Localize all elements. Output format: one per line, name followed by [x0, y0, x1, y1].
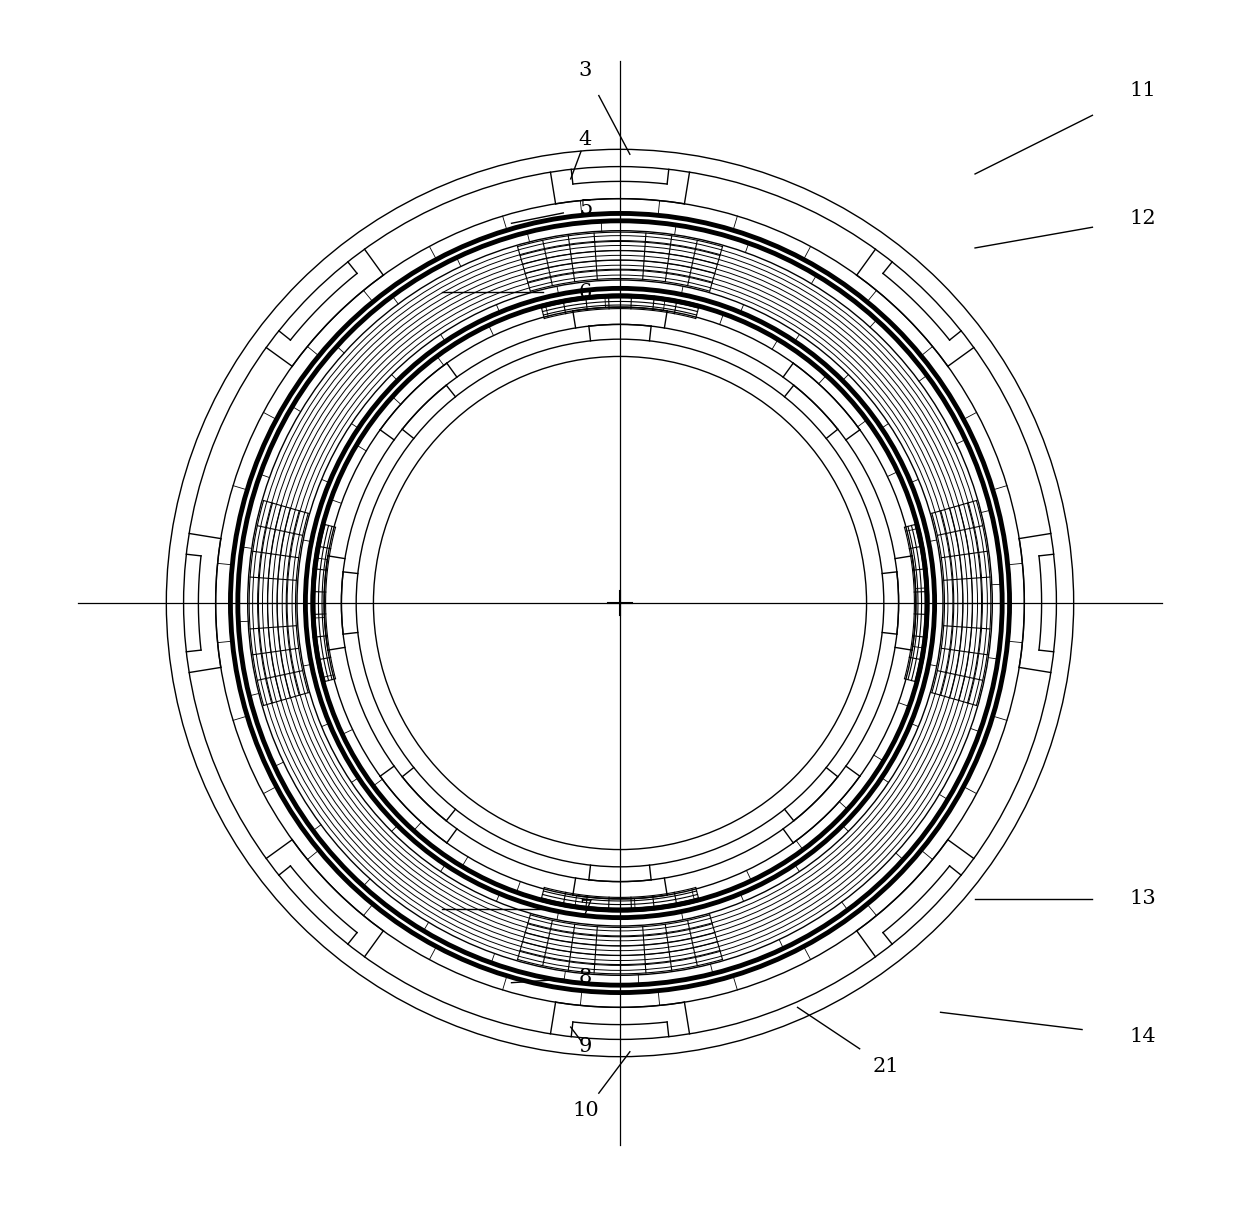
- Text: 9: 9: [579, 1037, 593, 1056]
- Text: 6: 6: [579, 283, 593, 302]
- Text: 5: 5: [579, 199, 593, 218]
- Text: 4: 4: [579, 130, 593, 150]
- Text: 11: 11: [1130, 81, 1156, 100]
- Text: 21: 21: [873, 1056, 899, 1076]
- Text: 12: 12: [1130, 209, 1156, 228]
- Text: 14: 14: [1130, 1028, 1156, 1047]
- Text: 10: 10: [572, 1101, 599, 1120]
- Text: 13: 13: [1130, 889, 1156, 908]
- Text: 8: 8: [579, 968, 593, 988]
- Text: 7: 7: [579, 900, 593, 918]
- Text: 3: 3: [579, 62, 593, 80]
